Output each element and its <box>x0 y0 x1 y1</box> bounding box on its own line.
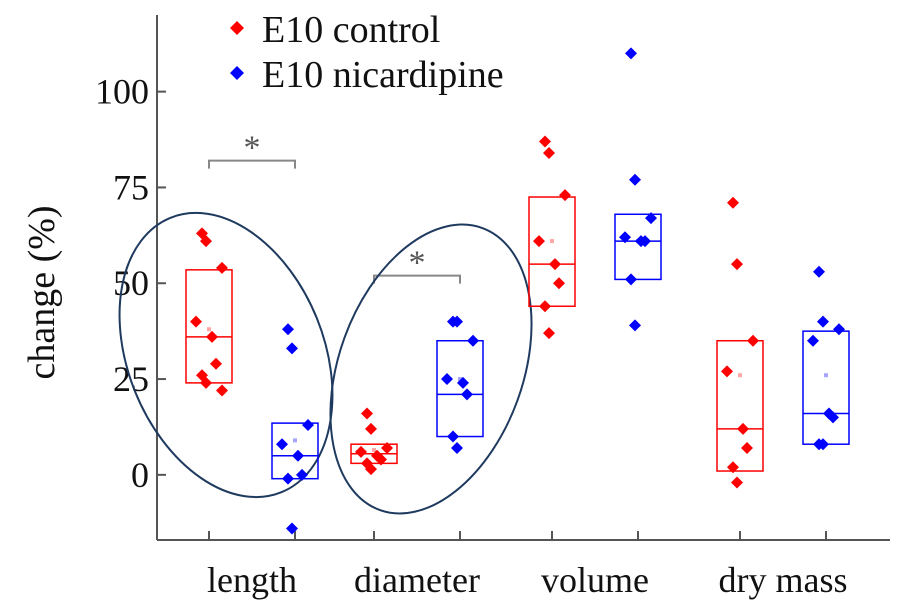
data-point <box>190 315 202 328</box>
data-point <box>292 449 304 462</box>
data-point <box>533 235 545 248</box>
mean-marker <box>824 373 828 378</box>
data-point <box>741 442 753 455</box>
data-point <box>549 258 561 271</box>
mean-marker <box>738 373 742 378</box>
data-point <box>276 438 288 451</box>
data-point <box>365 463 377 476</box>
data-point <box>200 376 212 389</box>
box <box>271 422 319 480</box>
legend-label: E10 control <box>262 9 440 51</box>
data-point <box>200 235 212 248</box>
mean-marker <box>550 239 554 244</box>
data-point <box>286 342 298 355</box>
data-point <box>727 461 739 474</box>
data-point <box>817 315 829 328</box>
legend-marker <box>230 66 244 80</box>
data-point <box>731 258 743 271</box>
data-point <box>216 384 228 397</box>
x-category-label: length <box>207 560 297 600</box>
y-tick-label: 100 <box>95 72 149 112</box>
y-axis-title: change (%) <box>21 205 63 379</box>
data-point <box>727 196 739 209</box>
data-point <box>639 235 651 248</box>
data-point <box>365 422 377 435</box>
annotations-layer: ** <box>118 130 533 515</box>
data-point <box>737 422 749 435</box>
mean-marker <box>458 377 462 382</box>
series-nicardipine <box>271 47 850 535</box>
data-point <box>553 277 565 290</box>
x-category-label: dry mass <box>719 560 848 600</box>
x-category-label: diameter <box>354 560 480 600</box>
data-point <box>817 438 829 451</box>
data-point <box>457 376 469 389</box>
legend-marker <box>230 21 244 35</box>
series-control <box>185 135 764 489</box>
data-point <box>355 445 367 458</box>
data-point <box>206 330 218 343</box>
data-point <box>807 334 819 347</box>
data-point <box>375 453 387 466</box>
data-point <box>216 261 228 274</box>
significance-asterisk: * <box>244 130 261 167</box>
data-point <box>539 300 551 313</box>
mean-marker <box>293 438 297 443</box>
data-point <box>361 407 373 420</box>
legend-label: E10 nicardipine <box>262 54 504 96</box>
legend-item-nicardipine: E10 nicardipine <box>230 54 504 96</box>
box <box>614 213 662 281</box>
x-category-label: volume <box>541 560 649 600</box>
data-point <box>813 265 825 278</box>
data-point <box>467 334 479 347</box>
series-layer <box>185 47 850 535</box>
significance-asterisk: * <box>409 245 426 282</box>
data-point <box>381 442 393 455</box>
data-point <box>625 273 637 286</box>
y-tick-label: 75 <box>113 167 149 207</box>
data-point <box>721 365 733 378</box>
data-point <box>461 388 473 401</box>
data-point <box>451 315 463 328</box>
data-point <box>286 522 298 535</box>
data-point <box>543 146 555 159</box>
mean-marker <box>372 447 376 452</box>
mean-marker <box>207 327 211 332</box>
data-point <box>625 47 637 60</box>
data-point <box>441 373 453 386</box>
box <box>716 339 764 472</box>
y-tick-label: 0 <box>131 455 149 495</box>
data-point <box>296 468 308 481</box>
data-point <box>629 173 641 186</box>
data-point <box>451 442 463 455</box>
significance-bracket <box>373 274 461 284</box>
significance-bracket <box>208 159 296 169</box>
box <box>528 196 576 307</box>
legend-item-control: E10 control <box>230 9 440 51</box>
data-point <box>539 135 551 148</box>
data-point <box>447 430 459 443</box>
data-point <box>302 419 314 432</box>
data-point <box>645 212 657 225</box>
box <box>185 269 233 384</box>
data-point <box>827 411 839 424</box>
y-tick-label: 50 <box>113 263 149 303</box>
data-point <box>282 323 294 336</box>
data-point <box>210 357 222 370</box>
data-point <box>559 189 571 202</box>
data-point <box>282 472 294 485</box>
data-point <box>619 231 631 244</box>
data-point <box>747 334 759 347</box>
data-point <box>629 319 641 332</box>
highlight-ellipse <box>118 211 334 499</box>
box <box>436 339 484 438</box>
data-point <box>543 327 555 340</box>
data-point <box>833 323 845 336</box>
data-point <box>731 476 743 489</box>
box <box>802 330 850 445</box>
highlight-ellipse <box>329 223 533 515</box>
